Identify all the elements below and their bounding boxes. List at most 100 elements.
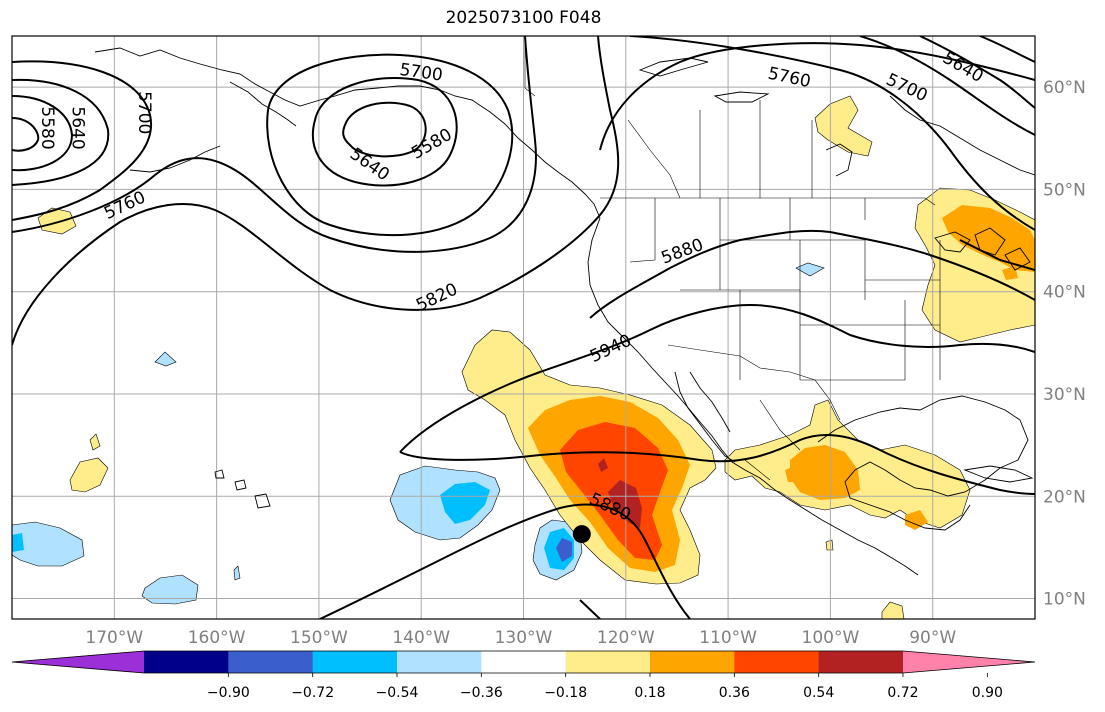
colorbar-segment [818,651,904,673]
map-title: 2025073100 F048 [445,8,602,28]
positive-anomaly-region [881,601,905,619]
colorbar-labels: −0.90 −0.72 −0.54 −0.36 −0.18 0.18 0.36 0.54 0.7… [207,673,1003,701]
positive-anomaly-region [905,510,928,530]
coastline [963,465,1034,483]
colorbar-segment [312,651,398,673]
colorbar-segment [144,651,229,673]
latitude-tick-label: 60°N [1043,78,1086,98]
negative-anomaly-region [233,565,241,581]
coastline [689,371,731,433]
contour-line [12,60,153,221]
positive-anomaly-region [814,95,873,157]
contour-line [629,36,1035,231]
colorbar-segment [565,651,651,673]
longitude-tick-label: 170°W [85,628,143,648]
coastline [587,217,919,576]
positive-anomaly-region [790,445,860,500]
map-frame [11,35,1036,620]
contour-line [859,36,1035,136]
positive-anomaly-region [785,466,798,482]
colorbar [11,650,1036,674]
positive-anomaly-region [1002,266,1018,280]
contour-label: 5700 [134,91,154,134]
positive-anomaly-region [37,207,77,235]
contour-line [12,36,620,346]
longitude-tick-label: 120°W [597,628,655,648]
coastline [214,469,271,509]
negative-anomaly-region [12,533,24,552]
positive-anomaly-region [608,480,642,528]
coastline [817,395,1029,531]
colorbar-tick-label: −0.72 [291,685,334,701]
colorbar-tick-label: −0.36 [460,685,503,701]
coastline [674,371,736,463]
coastline [638,57,709,77]
contour-line [311,76,458,187]
latitude-tick-label: 50°N [1043,180,1086,200]
colorbar-tick-label: 0.90 [972,685,1003,701]
positive-anomaly-region [598,458,608,472]
colorbar-segment [228,651,314,673]
colorbar-tick-label: 0.18 [634,685,665,701]
coastline [825,143,853,177]
contour-line [399,303,1035,453]
negative-anomaly-region [556,538,572,562]
colorbar-segment [650,651,735,673]
border [667,344,841,421]
contour-line [12,117,40,152]
contour-line [579,239,1035,619]
negative-anomaly-region [795,262,825,277]
colorbar-segment [481,651,567,673]
contour-line [979,36,1035,63]
colorbar-tick-label: 0.36 [719,685,750,701]
border [524,36,536,97]
colorbar-extension-high [903,651,1035,673]
contour-line [589,229,1035,319]
contour-line [266,53,514,237]
negative-anomaly-region [12,521,85,567]
coastline [94,47,601,219]
contour-line [399,433,1035,495]
colorbar-segment [734,651,820,673]
longitude-tick-label: 100°W [802,628,860,648]
contour-label: 5580 [37,106,57,149]
latitude-labels: 10°N 20°N 30°N 40°N 50°N 60°N [1043,78,1086,609]
contour-label: 5640 [67,106,87,149]
positive-anomaly-region [825,539,834,551]
contour-line [319,503,691,619]
contour-line [12,95,74,172]
coastline [713,91,770,103]
longitude-tick-label: 160°W [188,628,246,648]
coastline [129,145,221,173]
negative-anomaly-region [440,482,490,524]
height-contours [12,36,1035,619]
border [600,197,936,206]
colorbar-extension-low [12,651,144,673]
negative-anomaly-region [154,351,177,367]
contour-line [599,42,1035,151]
latitude-tick-label: 30°N [1043,385,1086,405]
positive-anomaly-region [89,433,101,451]
colorbar-tick-label: −0.90 [207,685,250,701]
border [629,198,941,381]
colorbar-segment [397,651,482,673]
storm-location-marker[interactable] [572,525,591,544]
positive-anomaly-region [69,457,109,493]
colorbar-outline [11,650,1036,674]
latitude-tick-label: 40°N [1043,283,1086,303]
contour-line [12,78,110,186]
colorbar-tick-label: −0.18 [544,685,587,701]
longitude-tick-label: 140°W [392,628,450,648]
border [627,100,813,199]
longitude-tick-label: 150°W [290,628,348,648]
contour-line [12,36,537,253]
coastline [934,227,1031,271]
contour-line [919,36,1035,109]
coastline [889,95,1035,176]
coastlines [94,47,1035,576]
longitude-labels: 170°W 160°W 150°W 140°W 130°W 120°W 110°W 100°W… [85,628,956,648]
contour-line [342,101,427,158]
longitude-tick-label: 130°W [495,628,553,648]
colorbar-tick-label: 0.72 [887,685,918,701]
